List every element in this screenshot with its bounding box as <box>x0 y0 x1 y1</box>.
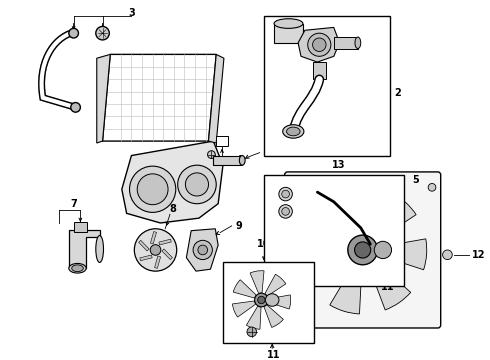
FancyArrow shape <box>162 249 172 260</box>
FancyArrow shape <box>154 256 161 268</box>
Text: 1: 1 <box>238 156 245 165</box>
Circle shape <box>71 103 80 112</box>
Wedge shape <box>250 271 264 293</box>
Circle shape <box>279 205 293 218</box>
Circle shape <box>290 184 297 191</box>
Wedge shape <box>370 194 416 242</box>
Bar <box>313 62 326 80</box>
Ellipse shape <box>287 127 300 136</box>
Circle shape <box>313 38 326 51</box>
Bar <box>223 261 315 343</box>
Text: 11: 11 <box>268 350 281 360</box>
Text: 7: 7 <box>70 199 77 209</box>
Ellipse shape <box>72 265 83 272</box>
Circle shape <box>282 190 290 198</box>
Ellipse shape <box>355 37 361 49</box>
Wedge shape <box>368 260 411 310</box>
Wedge shape <box>268 295 291 309</box>
Circle shape <box>129 166 176 212</box>
Wedge shape <box>232 301 256 317</box>
Wedge shape <box>338 186 368 236</box>
Circle shape <box>134 229 177 271</box>
Bar <box>74 222 87 231</box>
Wedge shape <box>301 206 351 246</box>
Bar <box>265 175 404 285</box>
Wedge shape <box>299 252 350 287</box>
Circle shape <box>308 33 331 56</box>
Text: 12: 12 <box>471 250 485 260</box>
Circle shape <box>428 184 436 191</box>
Circle shape <box>442 250 452 260</box>
Bar <box>334 37 358 49</box>
Circle shape <box>355 242 371 258</box>
Polygon shape <box>102 54 216 141</box>
Circle shape <box>178 165 216 204</box>
Text: 8: 8 <box>170 204 176 215</box>
Circle shape <box>96 26 109 40</box>
Polygon shape <box>209 54 224 143</box>
Ellipse shape <box>69 264 86 273</box>
Circle shape <box>290 309 297 316</box>
Circle shape <box>208 151 215 158</box>
Text: 9: 9 <box>236 221 243 231</box>
Text: 2: 2 <box>394 88 401 98</box>
Ellipse shape <box>266 294 279 306</box>
Polygon shape <box>69 230 99 268</box>
Circle shape <box>282 208 290 215</box>
Ellipse shape <box>369 238 396 262</box>
Circle shape <box>279 187 293 201</box>
Text: 13: 13 <box>332 160 345 170</box>
Text: 4: 4 <box>272 76 279 86</box>
Text: 10: 10 <box>386 211 399 221</box>
Ellipse shape <box>283 125 304 138</box>
Wedge shape <box>330 263 362 314</box>
Ellipse shape <box>96 235 103 262</box>
Circle shape <box>247 327 257 337</box>
FancyBboxPatch shape <box>285 172 441 328</box>
Circle shape <box>69 28 78 38</box>
Circle shape <box>193 240 212 260</box>
Wedge shape <box>246 306 261 329</box>
Circle shape <box>137 174 168 205</box>
Polygon shape <box>97 54 110 143</box>
Text: 3: 3 <box>128 8 135 18</box>
Bar <box>216 136 228 146</box>
Ellipse shape <box>274 19 303 28</box>
FancyArrow shape <box>140 255 152 261</box>
Wedge shape <box>233 280 256 298</box>
Polygon shape <box>122 141 223 223</box>
Text: 10: 10 <box>257 239 270 249</box>
Ellipse shape <box>374 241 392 258</box>
Polygon shape <box>298 27 340 62</box>
Wedge shape <box>264 305 283 328</box>
Circle shape <box>150 245 161 255</box>
Text: 5: 5 <box>412 175 419 185</box>
Circle shape <box>255 293 268 307</box>
Bar <box>274 23 303 43</box>
Wedge shape <box>265 274 286 296</box>
Bar <box>265 16 390 156</box>
Wedge shape <box>377 239 427 270</box>
FancyArrow shape <box>150 231 156 244</box>
Circle shape <box>348 235 377 265</box>
Ellipse shape <box>239 156 245 165</box>
Circle shape <box>185 173 209 196</box>
Polygon shape <box>186 229 218 271</box>
Circle shape <box>198 245 208 255</box>
Text: 6: 6 <box>263 148 270 158</box>
FancyArrow shape <box>159 239 171 245</box>
Circle shape <box>258 296 265 304</box>
Text: 11: 11 <box>381 282 394 292</box>
FancyArrow shape <box>139 240 149 251</box>
Bar <box>213 156 242 165</box>
